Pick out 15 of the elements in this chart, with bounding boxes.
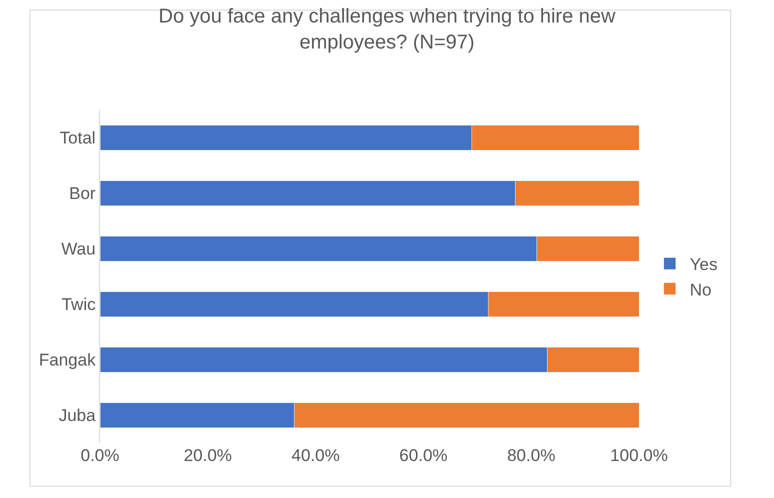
x-tick-label: 60.0% [399,446,448,465]
y-tick-label: Total [60,128,96,148]
y-tick-label: Wau [61,240,96,259]
x-tick-label: 80.0% [507,446,556,465]
x-tick-label: 100.0% [610,446,668,465]
x-tick-label: 0.0% [80,446,120,465]
x-tick-label: 20.0% [184,446,232,465]
y-tick-label: Twic [62,295,96,314]
chart-title: Do you face any challenges when trying to hire new employees? (N=97) [158,5,616,54]
legend-label: No [690,280,712,300]
y-tick-label: Fangak [38,350,96,370]
legend-label: Yes [690,255,718,274]
y-tick-label: Bor [69,184,96,204]
y-tick-label: Juba [58,406,96,426]
x-tick-label: 40.0% [292,446,340,465]
